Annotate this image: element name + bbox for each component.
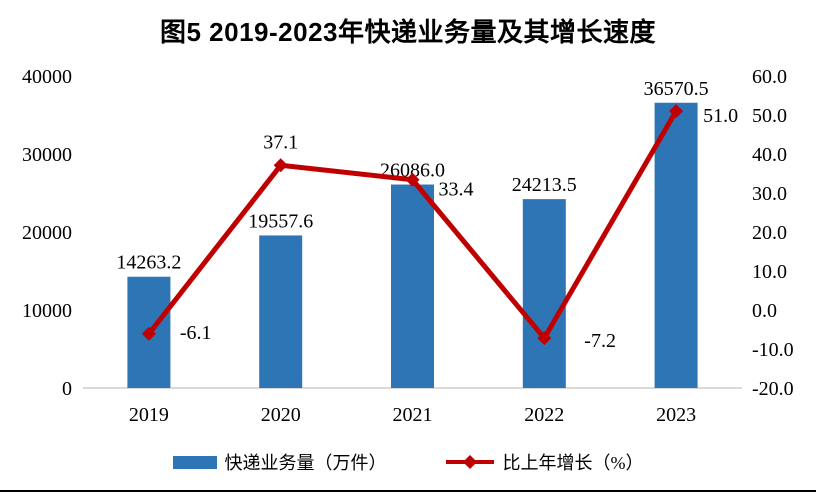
line-value-label: 51.0 <box>703 105 738 127</box>
bar-2020 <box>259 235 303 388</box>
line-value-label: -7.2 <box>584 330 616 352</box>
line-marker-2021 <box>405 172 420 187</box>
bar-value-label: 14263.2 <box>116 252 181 274</box>
line-marker-2020 <box>273 158 288 173</box>
line-value-label: -6.1 <box>180 322 212 344</box>
left-axis-tick-label: 40000 <box>22 66 72 88</box>
line-marker-2019 <box>141 326 156 341</box>
x-axis-category-label: 2020 <box>261 404 301 426</box>
bar-2023 <box>654 102 698 389</box>
x-axis-category-label: 2019 <box>129 404 169 426</box>
chart-plot-area: 0 10000 20000 30000 40000 -20.0 -10.0 0.0 10.0 20… <box>22 66 794 426</box>
legend-item-line-series: 比上年增长（%） <box>445 449 644 475</box>
right-axis-tick-label: 0.0 <box>752 300 777 322</box>
bar-value-label: 19557.6 <box>248 210 313 232</box>
x-axis-category-label: 2023 <box>656 404 696 426</box>
bar-2022 <box>522 199 566 388</box>
left-axis-tick-label: 30000 <box>22 144 72 166</box>
line-series-swatch <box>445 455 494 469</box>
bar-2021 <box>391 184 434 388</box>
x-axis-category-label: 2022 <box>524 404 564 426</box>
legend-item-bar-series: 快递业务量（万件） <box>172 449 387 475</box>
left-axis-tick-label: 10000 <box>22 300 72 322</box>
bar-series-swatch <box>172 455 217 469</box>
bar-value-label: 36570.5 <box>644 78 709 100</box>
right-axis-tick-label: 60.0 <box>752 66 787 88</box>
x-axis-category-label: 2021 <box>393 404 433 426</box>
right-axis-tick-label: -20.0 <box>752 378 794 400</box>
line-value-label: 37.1 <box>263 131 298 153</box>
left-axis-tick-label: 20000 <box>22 222 72 244</box>
chart-legend: 快递业务量（万件） 比上年增长（%） <box>0 449 816 475</box>
bottom-divider <box>0 490 816 492</box>
right-axis-tick-label: -10.0 <box>752 339 794 361</box>
right-axis-tick-label: 50.0 <box>752 105 787 127</box>
line-marker-2023 <box>669 104 684 119</box>
bar-series-label: 快递业务量（万件） <box>224 453 387 473</box>
right-axis-tick-label: 40.0 <box>752 144 787 166</box>
right-axis-tick-label: 20.0 <box>752 222 787 244</box>
left-axis-tick-label: 0 <box>62 378 72 400</box>
line-value-label: 33.4 <box>439 179 474 201</box>
line-marker-2022 <box>537 331 552 346</box>
chart-title: 图5 2019-2023年快递业务量及其增长速度 <box>159 17 657 47</box>
bar-value-label: 24213.5 <box>512 174 577 196</box>
right-axis-tick-label: 10.0 <box>752 261 787 283</box>
line-series-label: 比上年增长（%） <box>502 453 644 473</box>
right-axis-tick-label: 30.0 <box>752 183 787 205</box>
